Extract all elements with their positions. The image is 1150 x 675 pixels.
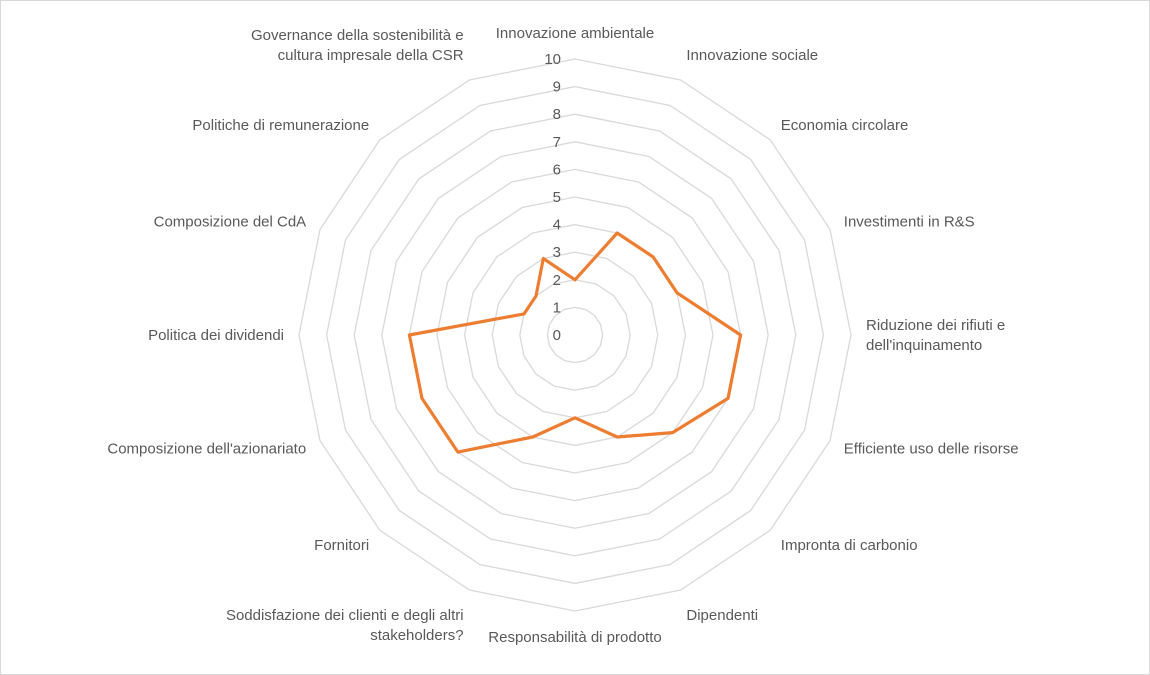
tick-label-10: 10 xyxy=(544,51,561,68)
category-label-10: Soddisfazione dei clienti e degli altri s… xyxy=(226,607,464,644)
category-label-line: dell'inquinamento xyxy=(866,337,982,354)
category-label-line: Dipendenti xyxy=(686,607,758,624)
category-label-line: Politica dei dividendi xyxy=(148,327,284,344)
category-label-1: Innovazione ambientale xyxy=(496,25,654,42)
category-label-line: Responsabilità di prodotto xyxy=(488,629,661,646)
grid-ring-10 xyxy=(298,58,852,612)
category-label-9: Responsabilità di prodotto xyxy=(488,629,661,646)
radial-ticks: 0 1 2 3 4 5 6 7 8 9 10 xyxy=(544,51,561,344)
category-label-line: Riduzione dei rifiuti e xyxy=(866,317,1005,334)
category-label-line: Governance della sostenibilità e xyxy=(251,27,464,44)
category-label-13: Politica dei dividendi xyxy=(148,327,284,344)
category-label-line: Economia circolare xyxy=(781,117,909,134)
tick-label-0: 0 xyxy=(553,327,561,344)
grid-ring-3 xyxy=(491,251,659,419)
category-label-15: Politiche di remunerazione xyxy=(192,117,369,134)
tick-label-3: 3 xyxy=(553,244,561,261)
category-label-7: Impronta di carbonio xyxy=(781,537,918,554)
category-label-line: Soddisfazione dei clienti e degli altri xyxy=(226,607,464,624)
tick-label-4: 4 xyxy=(553,217,561,234)
category-label-6: Efficiente uso delle risorse xyxy=(844,441,1019,458)
category-label-line: Efficiente uso delle risorse xyxy=(844,441,1019,458)
category-label-line: Composizione dell'azionariato xyxy=(107,441,306,458)
grid-ring-8 xyxy=(353,113,797,557)
category-label-line: stakeholders? xyxy=(370,627,463,644)
tick-label-5: 5 xyxy=(553,189,561,206)
category-label-line: cultura impresale della CSR xyxy=(278,47,464,64)
tick-label-1: 1 xyxy=(553,299,561,316)
category-label-8: Dipendenti xyxy=(686,607,758,624)
category-label-line: Composizione del CdA xyxy=(154,213,307,230)
category-label-line: Innovazione ambientale xyxy=(496,25,654,42)
grid xyxy=(298,58,852,612)
category-label-2: Innovazione sociale xyxy=(686,47,818,64)
grid-ring-7 xyxy=(381,141,769,529)
tick-label-6: 6 xyxy=(553,161,561,178)
tick-label-2: 2 xyxy=(553,272,561,289)
category-label-line: Politiche di remunerazione xyxy=(192,117,369,134)
tick-label-8: 8 xyxy=(553,106,561,123)
grid-ring-9 xyxy=(325,85,825,585)
category-labels: Innovazione ambientale Innovazione social… xyxy=(107,25,1018,646)
category-label-line: Innovazione sociale xyxy=(686,47,818,64)
category-label-line: Fornitori xyxy=(314,537,369,554)
category-label-16: Governance della sostenibilità e cultura … xyxy=(251,27,464,64)
category-label-11: Fornitori xyxy=(314,537,369,554)
category-label-4: Investimenti in R&S xyxy=(844,213,975,230)
category-label-3: Economia circolare xyxy=(781,117,909,134)
tick-label-7: 7 xyxy=(553,134,561,151)
category-label-12: Composizione dell'azionariato xyxy=(107,441,306,458)
category-label-14: Composizione del CdA xyxy=(154,213,307,230)
category-label-5: Riduzione dei rifiuti e dell'inquinamento xyxy=(866,317,1005,354)
grid-ring-5 xyxy=(436,196,714,474)
category-label-line: Impronta di carbonio xyxy=(781,537,918,554)
grid-ring-6 xyxy=(408,168,742,502)
grid-ring-1 xyxy=(546,306,604,364)
tick-label-9: 9 xyxy=(553,79,561,96)
category-label-line: Investimenti in R&S xyxy=(844,213,975,230)
